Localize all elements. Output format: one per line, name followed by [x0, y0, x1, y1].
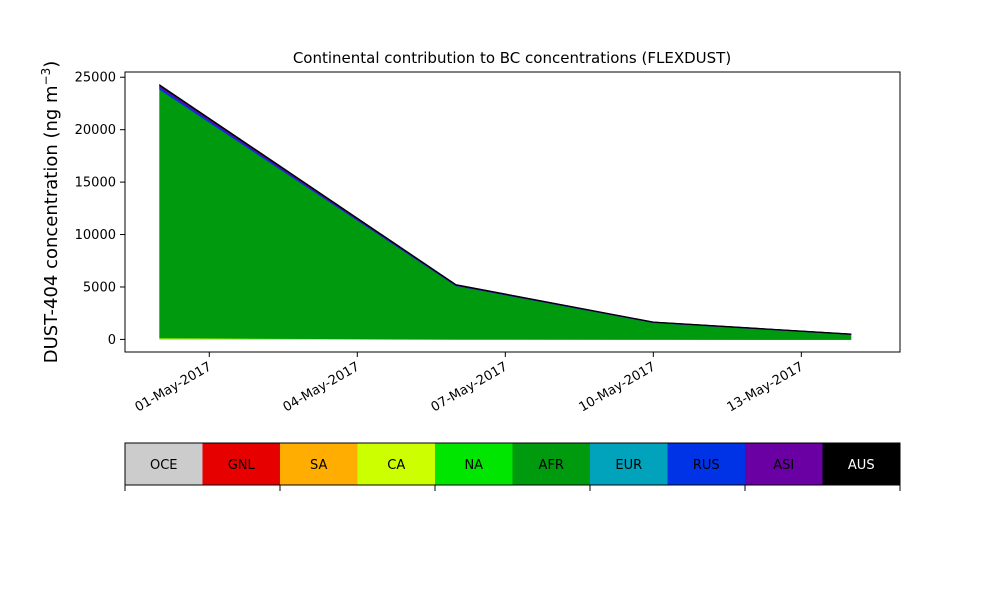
legend-swatch-afr	[512, 443, 591, 485]
legend-swatch-sa	[280, 443, 358, 485]
y-tick-label: 10000	[75, 228, 116, 243]
y-tick-label: 25000	[75, 71, 116, 86]
y-tick-label: 5000	[83, 280, 116, 295]
y-tick-label: 20000	[75, 123, 116, 138]
chart-title: Continental contribution to BC concentra…	[293, 49, 731, 67]
legend-swatch-eur	[590, 443, 668, 485]
legend-label-na: NA	[464, 458, 483, 473]
legend-swatch-na	[435, 443, 513, 485]
y-axis-label-exponent: −3	[39, 68, 53, 86]
legend-swatch-oce	[125, 443, 203, 485]
legend-label-gnl: GNL	[228, 458, 256, 473]
y-tick-label: 0	[108, 333, 116, 348]
legend-swatch-asi	[745, 443, 823, 485]
legend-swatch-gnl	[202, 443, 281, 485]
y-axis-label-close: )	[41, 61, 62, 68]
legend-label-eur: EUR	[615, 458, 642, 473]
y-tick-label: 15000	[75, 176, 116, 191]
legend-label-sa: SA	[310, 458, 327, 473]
y-axis-label-main: DUST-404 concentration (ng m	[41, 85, 62, 363]
legend-label-oce: OCE	[150, 458, 178, 473]
legend-swatch-aus	[822, 443, 901, 485]
x-tick-label: 10-May-2017	[577, 359, 659, 415]
area-aus	[159, 83, 852, 335]
x-tick-label: 13-May-2017	[725, 359, 807, 415]
legend-swatch-ca	[357, 443, 436, 485]
y-axis: 0 5000 10000 15000 20000 25000	[75, 71, 125, 348]
plot-area	[124, 71, 901, 353]
legend-frame	[124, 442, 901, 486]
legend-swatch-rus	[667, 443, 746, 485]
x-tick-label: 07-May-2017	[429, 359, 511, 415]
x-axis: 01-May-2017 04-May-2017 07-May-2017 10-May-…	[133, 352, 807, 415]
legend-label-afr: AFR	[539, 458, 564, 473]
area-afr	[159, 88, 852, 340]
x-tick-label: 04-May-2017	[281, 359, 363, 415]
y-axis-label: DUST-404 concentration (ng m−3)	[39, 61, 62, 364]
legend-colorbar: OCE GNL SA CA NA AFR EUR RUS ASI AUS	[124, 442, 901, 491]
legend-label-aus: AUS	[848, 458, 875, 473]
plot-frame	[124, 71, 901, 353]
legend-label-rus: RUS	[693, 458, 720, 473]
legend-label-asi: ASI	[773, 458, 794, 473]
legend-label-ca: CA	[387, 458, 405, 473]
x-tick-label: 01-May-2017	[133, 359, 215, 415]
